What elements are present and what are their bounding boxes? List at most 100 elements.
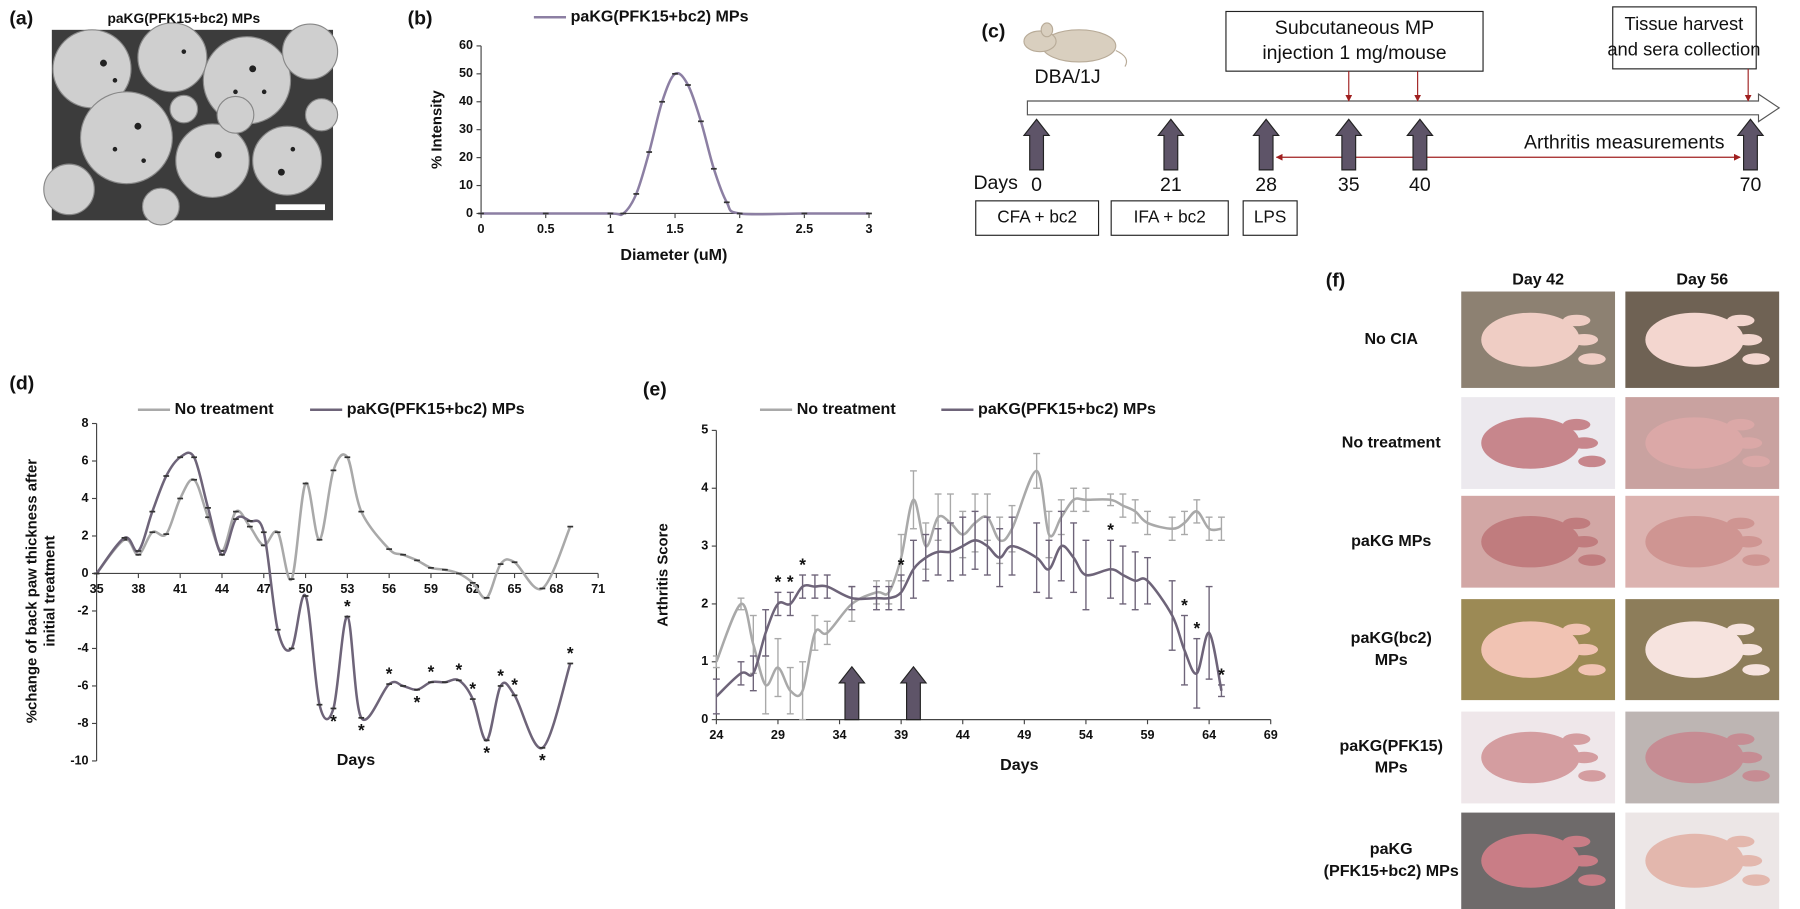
x-axis-label: Days <box>337 751 375 769</box>
row-label: paKG(bc2) <box>1351 629 1432 647</box>
y-tick-label: 40 <box>459 94 473 108</box>
error-bar <box>1144 510 1151 536</box>
error-bar <box>1181 614 1188 686</box>
day-label: 28 <box>1255 174 1277 196</box>
toe <box>1562 733 1591 745</box>
error-bar <box>811 614 819 651</box>
paw <box>1645 731 1744 784</box>
error-bar <box>823 620 831 646</box>
error-bar <box>922 533 930 582</box>
scale-bar <box>275 204 325 211</box>
error-bar <box>885 585 893 611</box>
y-axis-label: initial treatment <box>42 536 59 647</box>
day-label: 70 <box>1740 174 1762 196</box>
panel-label: (c) <box>981 20 1005 42</box>
mouse-icon <box>1023 22 1128 67</box>
toe <box>1726 623 1755 636</box>
x-tick-label: 69 <box>1264 728 1278 742</box>
error-bar <box>823 574 831 599</box>
paw <box>1645 417 1744 469</box>
x-axis-label: Diameter (uM) <box>620 246 727 264</box>
toe <box>1570 437 1599 449</box>
step-box <box>975 200 1100 236</box>
x-tick-label: 44 <box>215 582 229 596</box>
y-tick-label: -4 <box>77 641 88 655</box>
error-bar <box>1193 499 1201 524</box>
panel-label: (a) <box>9 8 33 30</box>
error-bar <box>959 516 967 576</box>
error-bar <box>910 539 917 599</box>
y-tick-label: 60 <box>459 38 473 52</box>
y-tick-label: 4 <box>82 491 89 505</box>
error-bar <box>762 609 770 657</box>
toe <box>1570 643 1599 656</box>
toe <box>1570 333 1599 346</box>
y-tick-label: 5 <box>701 423 708 437</box>
injection-text: injection 1 mg/mouse <box>1262 42 1446 64</box>
paw <box>1481 516 1580 568</box>
error-bar <box>737 661 745 686</box>
series-line <box>715 539 1223 698</box>
y-tick-label: -10 <box>70 753 88 767</box>
x-tick-label: 2 <box>736 222 743 236</box>
paw <box>1481 833 1580 888</box>
significance-mark: * <box>1107 520 1114 540</box>
toe <box>1578 554 1606 566</box>
toe <box>1742 770 1770 782</box>
x-tick-label: 47 <box>257 582 271 596</box>
toe <box>1742 664 1770 676</box>
error-bar <box>799 661 807 721</box>
row-label: No CIA <box>1364 330 1418 348</box>
x-tick-label: 38 <box>131 582 145 596</box>
toe <box>1726 418 1755 431</box>
error-bar <box>1033 522 1041 594</box>
column-header: Day 56 <box>1676 270 1728 288</box>
toe <box>1742 874 1770 886</box>
toe <box>1734 855 1763 867</box>
error-bar <box>946 522 954 582</box>
significance-mark: * <box>1193 618 1200 638</box>
y-tick-label: -2 <box>77 603 88 617</box>
error-bar <box>712 655 720 669</box>
y-axis-label: % Intensity <box>428 90 445 169</box>
error-bar <box>897 574 905 611</box>
significance-mark: * <box>1181 595 1188 615</box>
panel-label: (b) <box>408 8 433 30</box>
error-bar <box>1205 516 1213 541</box>
toe <box>1578 770 1606 782</box>
x-tick-label: 24 <box>709 728 723 742</box>
error-bar <box>749 655 757 692</box>
x-tick-label: 0.5 <box>537 222 555 236</box>
x-tick-label: 59 <box>1141 728 1155 742</box>
toe <box>1742 554 1770 566</box>
error-bar <box>996 528 1004 588</box>
row-label: No treatment <box>1342 433 1442 451</box>
y-tick-label: 6 <box>82 453 89 467</box>
panel-label: (e) <box>643 378 667 400</box>
step-label: IFA + bc2 <box>1134 207 1206 227</box>
x-tick-label: 64 <box>1202 728 1216 742</box>
error-bar <box>774 637 782 698</box>
error-bar <box>1057 510 1065 582</box>
significance-mark: * <box>330 711 337 731</box>
error-bar <box>1119 493 1127 518</box>
injection-text: Subcutaneous MP <box>1275 17 1434 39</box>
y-tick-label: -6 <box>77 678 88 692</box>
error-bar <box>983 516 991 576</box>
x-tick-label: 29 <box>771 728 785 742</box>
toe <box>1578 874 1606 886</box>
harvest-text: and sera collection <box>1607 38 1760 59</box>
error-bar <box>1181 510 1188 536</box>
up-arrow <box>1736 118 1765 171</box>
paw <box>1481 731 1580 784</box>
harvest-box <box>1612 6 1757 70</box>
error-bar <box>848 585 856 611</box>
error-bar <box>1107 539 1115 599</box>
paw <box>1481 417 1580 469</box>
error-bar <box>1045 539 1053 599</box>
error-bar <box>1217 684 1225 698</box>
error-bar <box>1168 516 1176 541</box>
error-bar <box>811 574 819 599</box>
significance-mark: * <box>386 663 393 683</box>
significance-mark: * <box>497 665 504 685</box>
